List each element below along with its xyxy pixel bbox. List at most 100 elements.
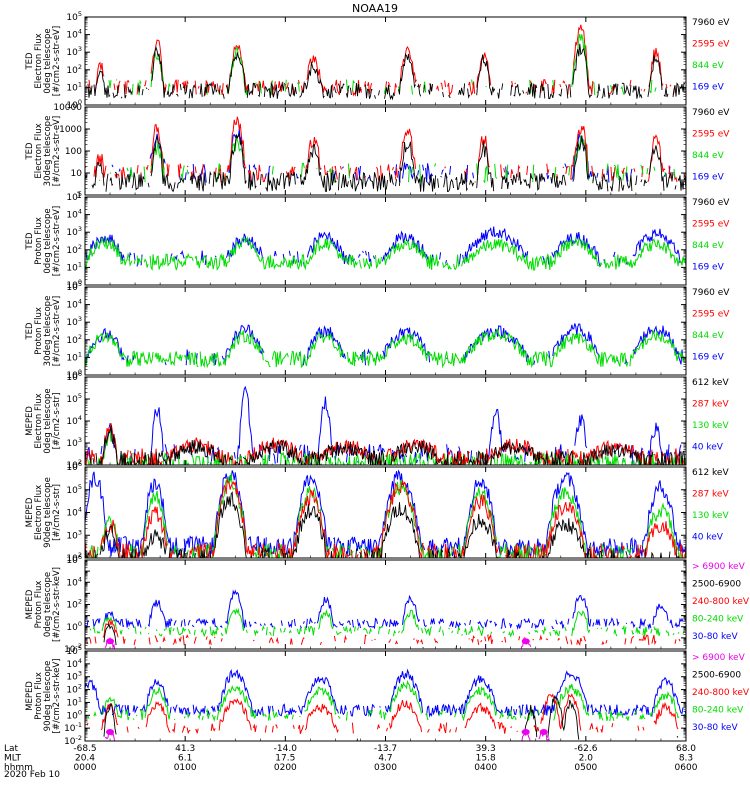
series-blue [85, 589, 686, 630]
legend-entry: 80-240 keV [692, 615, 744, 625]
series-blue [85, 668, 686, 718]
y-axis-title-line: 0deg telescope [43, 572, 53, 637]
y-tick-label: 103 [66, 436, 82, 449]
y-axis-title-1: TED Electron Flux 0deg telescope [#/cm2-s-s… [25, 26, 62, 96]
y-tick-label: 101 [66, 80, 82, 93]
legend-entry: 130 keV [692, 421, 729, 431]
y-tick-label: 103 [66, 225, 82, 238]
series-green [85, 236, 686, 272]
trace-green [89, 607, 685, 638]
panel-4: 100 101 102 103 104 105 TED Proton Flux 30deg te… [25, 280, 730, 381]
legend-entry: 2595 eV [692, 40, 730, 50]
x-tick-label: 0200 [274, 763, 297, 773]
y-tick-label: 104 [66, 506, 82, 519]
y-tick-label: 104 [66, 575, 82, 588]
series-magenta [104, 636, 532, 649]
panel-frame [84, 559, 687, 650]
legend-entry: 2595 eV [692, 310, 730, 320]
y-axis-title-2: TED Electron Flux 30deg telescope [#/cm2-s-… [25, 116, 62, 187]
y-tick-label: 105 [66, 280, 82, 293]
y-axis-title-line: Proton Flux [34, 672, 44, 720]
y-axis-title-3: TED Proton Flux 0deg telescope [#/cm2-s-str… [25, 206, 62, 276]
legend-2: 7960 eV 2595 eV 844 eV 169 eV [692, 108, 730, 183]
panel-5-traces [85, 387, 686, 465]
marker-magenta [106, 638, 115, 645]
y-axis-title-4: TED Proton Flux 30deg telescope [#/cm2-s-st… [25, 296, 62, 367]
y-tick-label: 105 [66, 10, 82, 23]
y-tick-label: 102 [66, 683, 82, 696]
y-tick-label: 103 [66, 670, 82, 683]
y-axis-4: 100 101 102 103 104 105 [66, 280, 686, 381]
panel-frame [84, 650, 687, 742]
series-red [85, 116, 686, 184]
x-tick-label: 41.3 [175, 744, 195, 754]
y-axis-title-6: MEPED Electron Flux 90deg telescope [#/cm2-… [25, 477, 62, 548]
legend-7: > 6900 keV 2500-6900 240-800 keV 80-240 keV… [692, 562, 750, 642]
x-row-label: hhmm [4, 763, 33, 773]
legend-1: 7960 eV 2595 eV 844 eV 169 eV [692, 18, 730, 93]
legend-entry: > 6900 keV [692, 653, 746, 663]
y-tick-label: 103 [66, 315, 82, 328]
x-tick-label: 8.3 [679, 754, 693, 764]
panel-frame [84, 286, 687, 376]
legend-entry: 287 keV [692, 400, 729, 410]
y-axis-title-line: MEPED [25, 681, 35, 711]
legend-entry: 2500-6900 [692, 580, 741, 590]
panel-3-traces [85, 227, 686, 272]
x-tick-label: 0400 [474, 763, 497, 773]
y-axis-title-line: TED [25, 322, 35, 341]
x-tick-label: 0300 [374, 763, 397, 773]
x-row-label: MLT [4, 754, 22, 764]
x-tick-label: 4.7 [378, 754, 392, 764]
x-row-label: Lat [4, 744, 19, 754]
legend-entry: 2500-6900 [692, 671, 741, 681]
y-axis-6: 102 103 104 105 106 [66, 460, 686, 564]
trace-green [85, 679, 686, 722]
y-axis-1: 100 101 102 103 104 105 [66, 10, 686, 111]
x-tick-label: 6.1 [178, 754, 192, 764]
y-tick-label: 1000 [59, 125, 82, 135]
series-magenta [104, 729, 550, 741]
legend-entry: 612 keV [692, 468, 729, 478]
legend-entry: 240-800 keV [692, 597, 750, 607]
y-tick-label: 105 [66, 190, 82, 203]
series-blue [86, 323, 685, 365]
y-tick-label: 101 [66, 350, 82, 363]
marker-magenta [106, 729, 115, 735]
y-tick-label: 100 [66, 278, 82, 291]
legend-entry: 80-240 keV [692, 706, 744, 716]
series-red [86, 25, 686, 96]
x-tick-label: 0500 [574, 763, 597, 773]
y-axis-5: 102 103 104 105 106 [66, 370, 686, 471]
legend-entry: 240-800 keV [692, 688, 750, 698]
legend-entry: 844 eV [692, 151, 725, 161]
x-tick-label: 68.0 [676, 744, 696, 754]
y-axis-title-line: 0deg telescope [43, 28, 53, 93]
y-axis-title-line: [#/cm2-s-str-eV] [52, 26, 62, 96]
y-axis-title-line: [#/cm2-s-str] [52, 393, 62, 450]
y-axis-title-line: Electron Flux [34, 33, 44, 88]
y-axis-title-line: [#/cm2-s-str-eV] [52, 296, 62, 366]
trace-green [85, 473, 686, 558]
panel-6-traces [85, 469, 686, 558]
trace-blue [85, 668, 686, 718]
trace-blue [86, 323, 685, 365]
panel-1: 100 101 102 103 104 105 TED Electron Flux 0deg t… [25, 10, 730, 111]
y-axis-title-line: TED [25, 232, 35, 251]
panel-3: 100 101 102 103 104 105 TED Proton Flux 0deg tel… [25, 190, 730, 291]
y-axis-title-5: MEPED Electron Flux 0deg telescope [#/cm2-s… [25, 388, 62, 453]
legend-entry: 844 eV [692, 241, 725, 251]
y-axis-title-line: [#/cm2-s-str-keV] [52, 659, 62, 734]
y-tick-label: 10-2 [64, 642, 82, 655]
y-tick-label: 101 [66, 695, 82, 708]
trace-red [86, 25, 686, 96]
y-axis-title-line: 0deg telescope [43, 388, 53, 453]
y-axis-title-line: 30deg telescope [43, 116, 53, 187]
x-tick-label: 39.3 [476, 744, 496, 754]
marker-magenta [521, 729, 530, 735]
series-black [103, 695, 679, 741]
x-tick-label: -62.6 [574, 744, 598, 754]
x-tick-label: -68.5 [73, 744, 96, 754]
